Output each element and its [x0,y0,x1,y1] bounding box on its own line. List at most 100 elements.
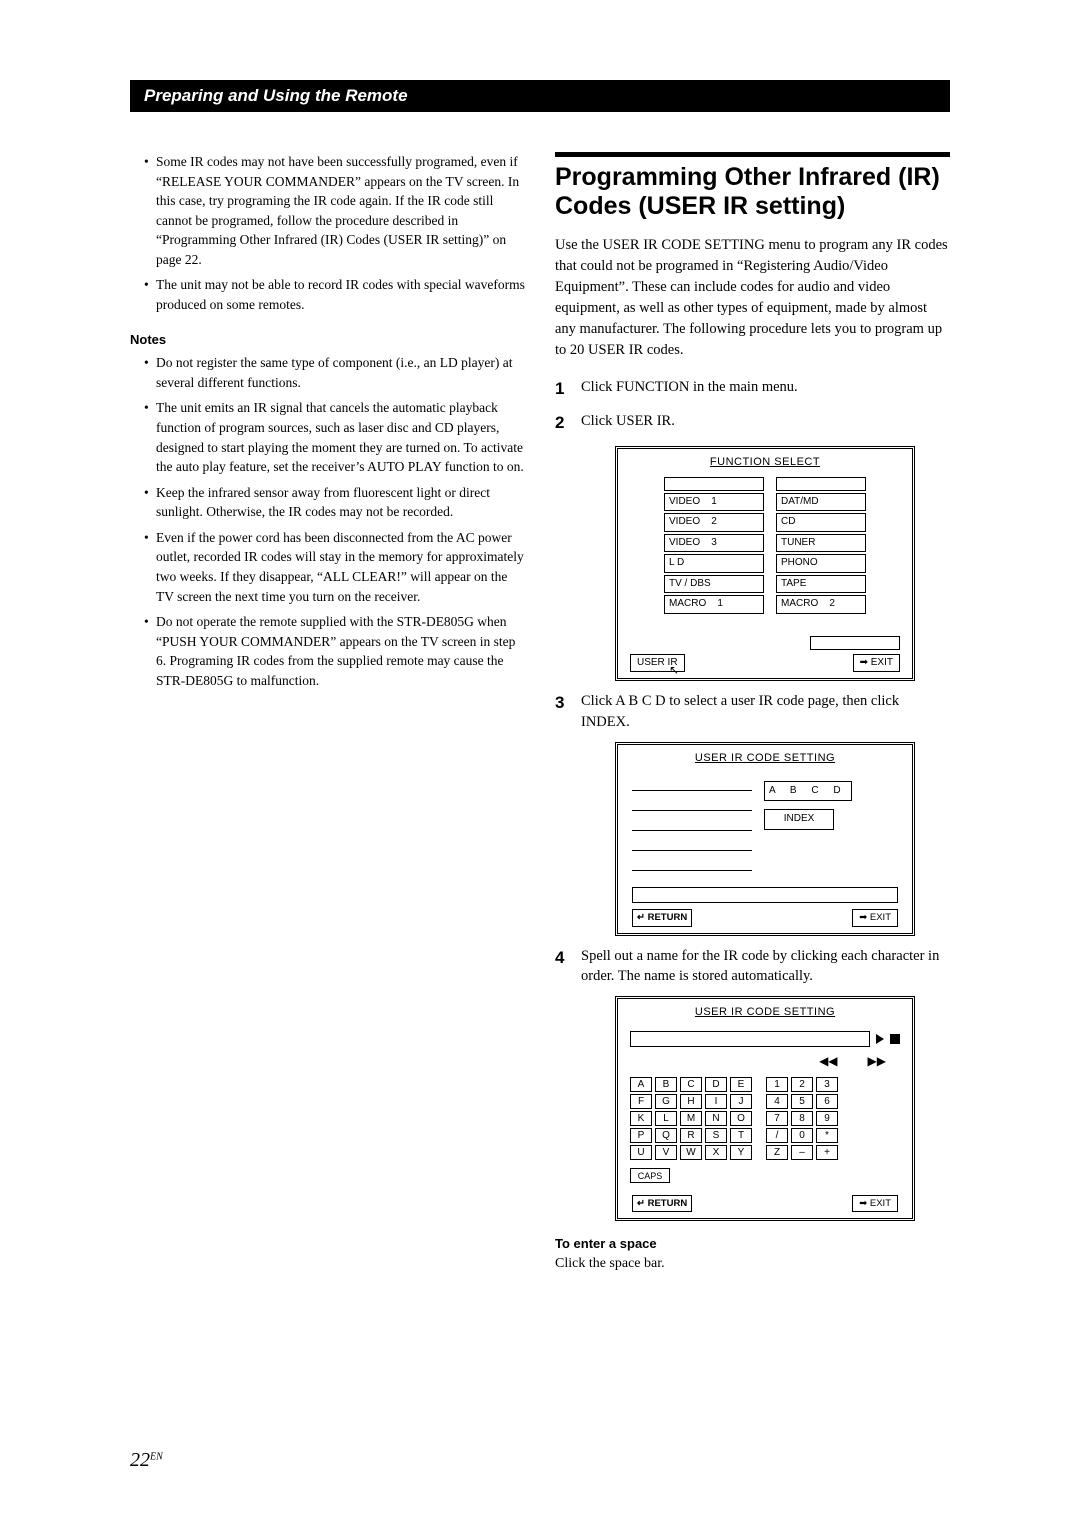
key-L[interactable]: L [655,1111,677,1126]
key-N[interactable]: N [705,1111,727,1126]
name-slot [632,857,752,871]
play-icon[interactable] [876,1034,884,1044]
key-E[interactable]: E [730,1077,752,1092]
step-text: Click USER IR. [581,411,950,436]
key-F[interactable]: F [630,1094,652,1109]
key-W[interactable]: W [680,1145,702,1160]
name-slot [632,797,752,811]
fn-button[interactable]: CD [776,513,866,532]
stop-icon[interactable] [890,1034,900,1044]
key-1[interactable]: 1 [766,1077,788,1092]
key-G[interactable]: G [655,1094,677,1109]
step-number: 3 [555,691,581,732]
key-Y[interactable]: Y [730,1145,752,1160]
user-ir-button[interactable]: USER IR ↖ [630,654,685,673]
return-button[interactable]: ↵ RETURN [632,1195,692,1213]
key-–[interactable]: – [791,1145,813,1160]
spacebar-slot [632,887,898,903]
function-select-screen: FUNCTION SELECT VIDEO 1 VIDEO 2 VIDEO 3 … [615,446,915,681]
name-slot [632,837,752,851]
blank-slot [810,636,900,650]
user-ir-setting-screen: USER IR CODE SETTING A B C D INDEX [615,742,915,936]
key-3[interactable]: 3 [816,1077,838,1092]
key-J[interactable]: J [730,1094,752,1109]
key-Z[interactable]: Z [766,1145,788,1160]
bullet-item: The unit may not be able to record IR co… [144,275,525,314]
screen-title: FUNCTION SELECT [624,455,906,471]
exit-button[interactable]: ➡ EXIT [852,909,898,927]
key-P[interactable]: P [630,1128,652,1143]
fn-button[interactable]: VIDEO 3 [664,534,764,553]
fn-button[interactable]: MACRO 2 [776,595,866,614]
key-5[interactable]: 5 [791,1094,813,1109]
note-item: Keep the infrared sensor away from fluor… [144,483,525,522]
fn-button[interactable]: MACRO 1 [664,595,764,614]
caps-key[interactable]: CAPS [630,1168,670,1183]
step-text: Click A B C D to select a user IR code p… [581,691,950,732]
name-slot [632,777,752,791]
key-0[interactable]: 0 [791,1128,813,1143]
key-9[interactable]: 9 [816,1111,838,1126]
exit-button[interactable]: ➡ EXIT [852,1195,898,1213]
key-C[interactable]: C [680,1077,702,1092]
right-column: Programming Other Infrared (IR) Codes (U… [555,152,950,1274]
key-O[interactable]: O [730,1111,752,1126]
page-number-value: 22 [130,1449,150,1471]
section-header: Preparing and Using the Remote [130,80,950,112]
step-4: 4 Spell out a name for the IR code by cl… [555,946,950,987]
key-/[interactable]: / [766,1128,788,1143]
key-+[interactable]: + [816,1145,838,1160]
screen-title: USER IR CODE SETTING [624,1005,906,1021]
key-Q[interactable]: Q [655,1128,677,1143]
key-V[interactable]: V [655,1145,677,1160]
key-2[interactable]: 2 [791,1077,813,1092]
blank-slot [664,477,764,491]
fn-button[interactable]: DAT/MD [776,493,866,512]
intro-bullets: Some IR codes may not have been successf… [130,152,525,315]
key-M[interactable]: M [680,1111,702,1126]
fn-button[interactable]: L D [664,554,764,573]
key-U[interactable]: U [630,1145,652,1160]
intro-paragraph: Use the USER IR CODE SETTING menu to pro… [555,235,950,361]
key-A[interactable]: A [630,1077,652,1092]
left-column: Some IR codes may not have been successf… [130,152,525,1274]
key-R[interactable]: R [680,1128,702,1143]
exit-button[interactable]: ➡ EXIT [853,654,900,673]
key-T[interactable]: T [730,1128,752,1143]
user-ir-keyboard-screen: USER IR CODE SETTING ◀◀ ▶▶ ABCDE123 FGHIJ… [615,996,915,1221]
step-text: Spell out a name for the IR code by clic… [581,946,950,987]
name-input[interactable] [630,1031,870,1047]
key-D[interactable]: D [705,1077,727,1092]
rewind-icon[interactable]: ◀◀ [819,1053,837,1070]
fn-button[interactable]: TV / DBS [664,575,764,594]
key-8[interactable]: 8 [791,1111,813,1126]
notes-heading: Notes [130,331,525,350]
keyboard-grid: ABCDE123 FGHIJ456 KLMNO789 PQRST /0* UVWXYZ–+ [624,1075,906,1164]
fn-button[interactable]: TAPE [776,575,866,594]
key-B[interactable]: B [655,1077,677,1092]
return-button[interactable]: ↵ RETURN [632,909,692,927]
step-number: 4 [555,946,581,987]
page-number-suffix: EN [150,1452,163,1463]
step-2: 2 Click USER IR. [555,411,950,436]
key-X[interactable]: X [705,1145,727,1160]
key-H[interactable]: H [680,1094,702,1109]
fn-button[interactable]: PHONO [776,554,866,573]
fn-button[interactable]: TUNER [776,534,866,553]
key-*[interactable]: * [816,1128,838,1143]
key-S[interactable]: S [705,1128,727,1143]
key-7[interactable]: 7 [766,1111,788,1126]
fn-button[interactable]: VIDEO 1 [664,493,764,512]
fn-button[interactable]: VIDEO 2 [664,513,764,532]
forward-icon[interactable]: ▶▶ [868,1053,886,1070]
index-button[interactable]: INDEX [764,809,834,830]
key-6[interactable]: 6 [816,1094,838,1109]
step-3: 3 Click A B C D to select a user IR code… [555,691,950,732]
step-text: Click FUNCTION in the main menu. [581,377,950,402]
step-number: 1 [555,377,581,402]
key-4[interactable]: 4 [766,1094,788,1109]
note-item: The unit emits an IR signal that cancels… [144,398,525,476]
key-K[interactable]: K [630,1111,652,1126]
abcd-selector[interactable]: A B C D [764,781,852,802]
key-I[interactable]: I [705,1094,727,1109]
